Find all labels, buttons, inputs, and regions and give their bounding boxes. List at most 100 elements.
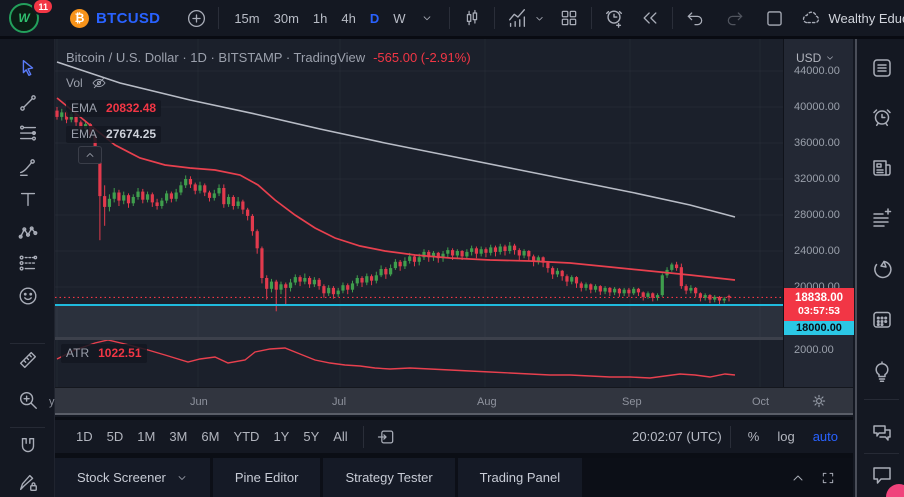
magnet-tool[interactable] [14, 432, 41, 459]
currency-selector[interactable]: USD [796, 51, 835, 65]
lock-drawing-tool[interactable] [14, 468, 41, 495]
date-range-group: 1D 5D 1M 3M 6M YTD 1Y 5Y All [69, 425, 355, 449]
notes-icon[interactable] [868, 204, 895, 231]
range-button-1d[interactable]: 1D [76, 429, 93, 444]
chart-style-button[interactable] [458, 4, 486, 32]
indicators-menu-button[interactable] [531, 4, 549, 32]
rail-divider [10, 343, 45, 344]
replay-button[interactable] [636, 4, 664, 32]
watchlist-icon[interactable] [868, 54, 895, 81]
timeframe-button-1h[interactable]: 1h [312, 10, 328, 26]
notification-badge: 11 [32, 0, 54, 15]
range-button-ytd[interactable]: YTD [233, 429, 260, 444]
toolbar-divider [729, 425, 731, 448]
xabcd-pattern-tool[interactable] [14, 219, 41, 246]
timeframe-button-D[interactable]: D [369, 10, 380, 26]
session-clock[interactable]: 20:02:07 (UTC) [632, 429, 722, 444]
range-button-1m[interactable]: 1M [137, 429, 156, 444]
undo-button[interactable] [681, 4, 709, 32]
hotlists-icon[interactable] [868, 255, 895, 282]
compare-add-button[interactable] [182, 4, 210, 32]
eye-hidden-icon[interactable] [91, 75, 107, 91]
zoom-in-tool[interactable] [14, 386, 41, 413]
range-button-all[interactable]: All [333, 429, 348, 444]
range-button-5d[interactable]: 5D [106, 429, 124, 444]
tab-strategy-tester[interactable]: Strategy Tester [323, 458, 455, 497]
last-price-label: 18838.00 03:57:53 [784, 288, 854, 321]
log-scale-button[interactable]: log [777, 429, 795, 444]
collapse-legend-button[interactable] [78, 146, 102, 164]
public-chats-icon[interactable] [868, 419, 895, 446]
calendar-icon[interactable] [868, 305, 895, 332]
text-tool[interactable] [14, 185, 41, 212]
emoji-tool[interactable] [14, 282, 41, 309]
account-name[interactable]: Wealthy Educ... [828, 10, 904, 26]
fullscreen-brackets-icon [820, 470, 836, 486]
top-toolbar: W 11 ₿ BTCUSD 15m 30m 1h 4h D W [0, 0, 904, 39]
range-button-3m[interactable]: 3M [169, 429, 188, 444]
candlestick-chart [55, 61, 783, 379]
news-icon[interactable] [868, 154, 895, 181]
atr-value: 1022.51 [98, 346, 142, 360]
ideas-icon[interactable] [868, 357, 895, 384]
range-button-6m[interactable]: 6M [201, 429, 220, 444]
layout-button[interactable] [555, 4, 583, 32]
fib-retracement-tool[interactable] [14, 119, 41, 146]
fullscreen-button[interactable] [761, 4, 789, 32]
axis-settings-button[interactable] [810, 392, 828, 410]
create-alert-button[interactable] [600, 4, 628, 32]
chevron-down-icon [166, 472, 188, 484]
range-button-5y[interactable]: 5Y [303, 429, 320, 444]
timeframe-button-30m[interactable]: 30m [273, 10, 299, 26]
timeframe-button-W[interactable]: W [393, 10, 406, 26]
measure-tool[interactable] [14, 346, 41, 373]
trend-line-tool[interactable] [14, 89, 41, 116]
auto-scale-button[interactable]: auto [812, 429, 838, 444]
pane-separator[interactable] [55, 337, 853, 340]
bottom-toolbar: 1D 5D 1M 3M 6M YTD 1Y 5Y All 20:02:07 (UTC) % lo… [55, 420, 853, 453]
range-button-1y[interactable]: 1Y [273, 429, 290, 444]
cloud-save-button[interactable] [797, 4, 825, 32]
tab-cells: Stock Screener Pine Editor Strategy Tester… [55, 458, 585, 497]
chevron-down-icon [825, 53, 835, 63]
maximize-panel-button[interactable] [813, 458, 843, 497]
forecast-tool[interactable] [14, 249, 41, 276]
redo-button[interactable] [721, 4, 749, 32]
timeframe-button-4h[interactable]: 4h [341, 10, 356, 26]
ema-slow-value: 27674.25 [106, 127, 157, 141]
help-button[interactable] [886, 484, 904, 497]
price-label: 24000.00 [794, 245, 840, 257]
alerts-icon[interactable] [868, 103, 895, 130]
divider [55, 453, 853, 458]
timeframe-button-15m[interactable]: 15m [234, 10, 260, 26]
go-to-date-button[interactable] [372, 423, 400, 451]
candles-style-icon [462, 8, 482, 28]
chart-pane[interactable] [55, 39, 783, 387]
chevron-down-icon [420, 11, 434, 25]
drawing-toolbar [0, 39, 55, 497]
brush-tool[interactable] [14, 153, 41, 180]
price-label: 44000.00 [794, 65, 840, 77]
cursor-tool[interactable] [14, 54, 41, 81]
account-menu-button[interactable]: W 11 [8, 0, 54, 36]
fullscreen-square-icon [764, 8, 785, 29]
price-label: 32000.00 [794, 173, 840, 185]
private-chat-icon[interactable] [868, 460, 895, 487]
timeframe-menu-button[interactable] [413, 4, 441, 32]
chevron-down-icon [533, 12, 546, 25]
tab-trading-panel[interactable]: Trading Panel [457, 458, 583, 497]
ema-fast-value: 20832.48 [106, 101, 157, 115]
percent-scale-button[interactable]: % [747, 429, 760, 444]
tab-stock-screener[interactable]: Stock Screener [55, 458, 210, 497]
tab-pine-editor[interactable]: Pine Editor [212, 458, 321, 497]
time-axis[interactable]: y Jun Jul Aug Sep Oct [49, 387, 853, 415]
symbol-description[interactable]: Bitcoin / U.S. Dollar · 1D · BITSTAMP · … [66, 50, 366, 65]
ema-fast-legend[interactable]: EMA 20832.48 [66, 100, 162, 117]
price-scale[interactable]: USD 44000.00 40000.00 36000.00 32000.00 2800… [783, 39, 854, 387]
ema-slow-legend[interactable]: EMA 27674.25 [66, 126, 162, 143]
expand-panel-button[interactable] [783, 458, 813, 497]
atr-legend[interactable]: ATR 1022.51 [61, 344, 147, 363]
indicators-button[interactable] [503, 4, 531, 32]
symbol-search-button[interactable]: BTCUSD [96, 9, 161, 27]
volume-indicator-label[interactable]: Vol [66, 76, 83, 90]
